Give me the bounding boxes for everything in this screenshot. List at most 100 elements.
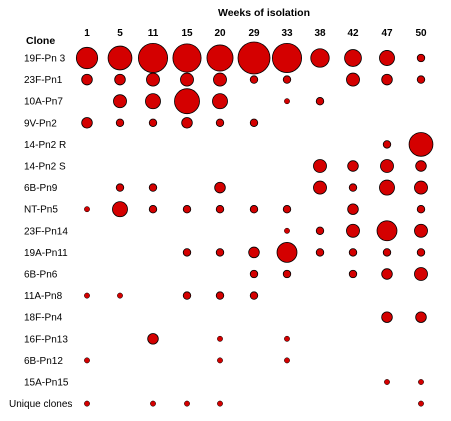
bubble: [81, 117, 93, 129]
bubble: [107, 45, 133, 71]
bubble: [384, 379, 390, 385]
bubble: [249, 118, 259, 127]
clone-label: 14-Pn2 S: [24, 162, 66, 173]
bubble: [145, 93, 161, 110]
bubble: [148, 205, 158, 214]
bubble: [282, 75, 292, 84]
clone-label: 23F-Pn1: [24, 75, 63, 86]
bubble: [215, 248, 225, 257]
clone-label: 6B-Pn12: [24, 356, 63, 367]
bubble: [408, 132, 434, 157]
clone-label: 19A-Pn11: [24, 248, 68, 259]
bubble: [414, 267, 428, 281]
chart-title: Weeks of isolation: [218, 7, 310, 19]
week-label: 29: [248, 28, 260, 39]
bubble: [182, 248, 192, 257]
bubble: [380, 159, 394, 173]
week-label: 50: [415, 28, 427, 39]
week-label: 42: [347, 28, 359, 39]
week-label: 5: [117, 28, 123, 39]
clone-label: 14-Pn2 R: [24, 140, 66, 151]
bubble: [217, 335, 223, 342]
clone-label: 9V-Pn2: [24, 118, 57, 129]
clone-labels: 19F-Pn 3 23F-Pn1 10A-Pn7 9V-Pn2 14-Pn2 R 14-P…: [9, 54, 72, 411]
bubble: [415, 311, 427, 323]
bubble: [146, 72, 160, 87]
bubble: [379, 50, 395, 66]
bubble: [180, 72, 194, 87]
row-header: Clone: [26, 35, 55, 47]
bubble: [348, 269, 358, 279]
bubble: [84, 357, 90, 364]
bubble: [249, 291, 259, 300]
week-label: 15: [181, 28, 193, 39]
bubble: [416, 205, 426, 214]
bubble: [182, 291, 192, 300]
clone-label: 18F-Pn4: [24, 313, 63, 324]
bubble: [249, 205, 259, 214]
bubble: [315, 226, 325, 235]
bubble: [84, 206, 90, 213]
bubble: [150, 400, 156, 407]
bubble: [381, 73, 393, 86]
clone-label: 6B-Pn6: [24, 270, 58, 281]
bubble: [81, 73, 93, 86]
bubbles: [75, 41, 434, 407]
bubble: [376, 220, 398, 242]
bubble: [346, 223, 360, 238]
bubble: [414, 180, 428, 195]
bubble: [137, 42, 169, 74]
bubble: [215, 291, 225, 300]
bubble: [84, 400, 90, 407]
bubble: [284, 98, 290, 105]
bubble: [315, 97, 325, 106]
clone-label: Unique clones: [9, 399, 72, 410]
bubble: [215, 118, 225, 127]
bubble: [282, 205, 292, 214]
bubble: [348, 248, 358, 257]
week-label: 1: [84, 28, 90, 39]
bubble: [115, 183, 125, 192]
week-labels: 1 5 11 15 20 29 33 38 42 47 50: [84, 28, 427, 39]
clone-label: 11A-Pn8: [24, 291, 63, 302]
clone-label: NT-Pn5: [24, 205, 58, 216]
bubble: [182, 205, 192, 214]
bubble: [310, 48, 330, 68]
bubble: [276, 242, 298, 263]
bubble: [381, 268, 393, 280]
bubble: [284, 357, 290, 364]
bubble: [348, 183, 358, 192]
bubble: [172, 43, 202, 73]
bubble: [147, 333, 159, 345]
bubble: [346, 72, 360, 87]
bubble: [418, 379, 424, 385]
bubble: [418, 400, 424, 407]
bubble: [148, 183, 158, 192]
bubble: [217, 357, 223, 364]
bubble: [415, 160, 427, 172]
bubble: [382, 248, 392, 257]
bubble: [416, 75, 426, 84]
clone-label: 16F-Pn13: [24, 334, 68, 345]
week-label: 20: [214, 28, 226, 39]
bubble: [213, 72, 227, 87]
week-label: 38: [314, 28, 326, 39]
bubble: [347, 160, 359, 172]
bubble: [117, 292, 123, 299]
bubble: [271, 42, 303, 74]
bubble: [214, 181, 226, 194]
clone-label: 6B-Pn9: [24, 183, 58, 194]
bubble: [212, 93, 228, 110]
bubble: [174, 88, 200, 115]
bubble: [344, 49, 362, 67]
bubble: [416, 248, 426, 257]
clone-label: 19F-Pn 3: [24, 54, 66, 65]
week-label: 33: [281, 28, 293, 39]
bubble: [347, 203, 359, 215]
bubble: [249, 75, 259, 84]
clone-label: 23F-Pn14: [24, 226, 68, 237]
bubble: [148, 118, 158, 127]
bubble: [206, 44, 234, 72]
clone-label: 10A-Pn7: [24, 97, 63, 108]
bubble: [84, 292, 90, 299]
